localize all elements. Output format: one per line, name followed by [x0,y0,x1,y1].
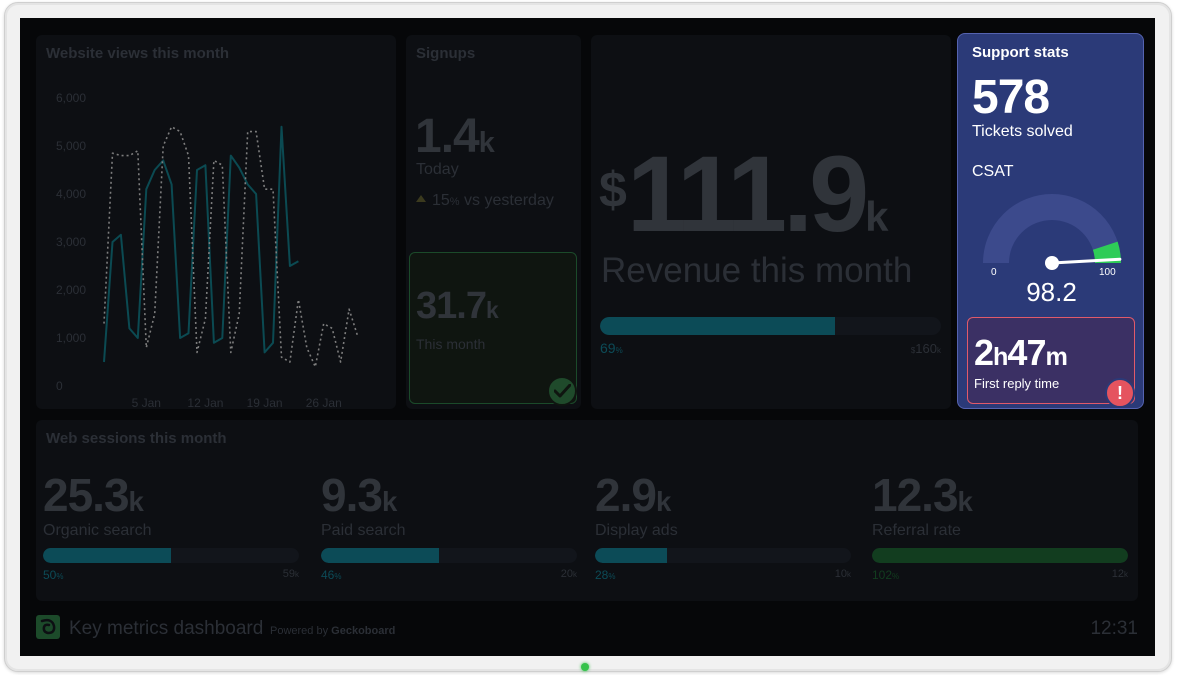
x-tick-label: 12 Jan [187,396,223,409]
csat-gauge-min: 0 [991,267,997,278]
signups-trend: 15% vs yesterday [416,192,554,210]
signups-month-box: 31.7k This month [409,252,577,406]
session-progress-percent: 46% [321,568,342,582]
y-tick-label: 6,000 [56,91,86,105]
y-tick-label: 2,000 [56,283,86,297]
session-progress-percent: 102% [872,568,900,582]
session-progress-percent: 28% [595,568,616,582]
signups-widget: Signups 1.4k Today 15% vs yesterday 31.7… [406,35,581,409]
session-label: Display ads [595,522,678,539]
x-tick-label: 5 Jan [132,396,161,409]
geckoboard-logo-icon [36,615,60,639]
series-line-current [103,125,299,363]
first-reply-time-box: 2h47m First reply time ! [967,317,1135,408]
signups-today-label: Today [416,161,459,178]
signups-today-value: 1.4k [415,110,495,163]
y-tick-label: 0 [56,379,63,393]
revenue-widget: $111.9k Revenue this month 69% $160k [591,35,951,409]
web-sessions-title: Web sessions this month [46,430,227,447]
tickets-solved-value: 578 [972,71,1050,124]
revenue-progress-bar [600,317,941,335]
csat-gauge-max: 100 [1099,267,1116,278]
session-progress-bar [321,548,577,563]
website-views-title: Website views this month [46,45,230,62]
y-tick-label: 5,000 [56,139,86,153]
gauge-needle-hub [1045,256,1059,270]
session-progress-bar [872,548,1128,563]
session-display-ads: 2.9k Display ads 28% 10k [588,420,851,601]
power-led-icon [581,663,589,671]
session-organic-search: 25.3k Organic search 50% 59k [36,420,299,601]
dashboard-title: Key metrics dashboard [69,618,264,639]
powered-by: Powered by Geckoboard [270,625,396,637]
session-progress-goal: 59k [282,568,299,580]
y-tick-label: 3,000 [56,235,86,249]
session-progress-goal: 10k [834,568,851,580]
session-label: Organic search [43,522,152,539]
session-progress-bar [595,548,851,563]
session-progress-bar [43,548,299,563]
session-value: 12.3k [872,469,973,521]
session-value: 9.3k [321,469,397,521]
x-tick-label: 19 Jan [247,396,283,409]
session-progress-goal: 20k [560,568,577,580]
y-tick-label: 1,000 [56,331,86,345]
x-tick-label: 26 Jan [306,396,342,409]
trend-up-icon [416,195,426,203]
revenue-label: Revenue this month [601,251,913,290]
gauge-target-zone [1092,241,1121,264]
csat-value: 98.2 [1026,277,1077,307]
revenue-progress-goal: $160k [910,341,941,356]
tickets-solved-label: Tickets solved [972,123,1073,140]
csat-gauge [983,194,1122,270]
session-label: Paid search [321,522,406,539]
session-progress-fill [872,548,1128,563]
first-reply-time-value: 2h47m [974,332,1068,373]
revenue-value: $111.9k [599,133,889,254]
session-progress-fill [321,548,439,563]
website-views-chart: 6,000 5,000 4,000 3,000 2,000 1,000 0 5 Jan 12 J… [56,91,359,409]
clock: 12:31 [1090,618,1138,639]
dashboard-screen: 6,000 5,000 4,000 3,000 2,000 1,000 0 5 Jan 12 J… [20,18,1155,656]
web-sessions-widget: Web sessions this month 25.3k Organic se… [36,420,1138,601]
session-progress-percent: 50% [43,568,64,582]
signups-month-value: 31.7k [416,285,499,327]
support-stats-widget: Support stats 578 Tickets solved CSAT 0 … [957,33,1144,409]
dashboard-footer: Key metrics dashboard Powered by Geckobo… [20,610,1155,650]
first-reply-time-label: First reply time [974,376,1060,391]
session-progress-fill [43,548,171,563]
alert-icon: ! [1105,378,1135,408]
signups-month-label: This month [416,336,486,352]
signups-title: Signups [416,45,476,62]
session-referral-rate: 12.3k Referral rate 102% 12k [865,420,1128,601]
series-line-previous [103,126,359,368]
revenue-progress-percent: 69% [600,340,623,356]
session-paid-search: 9.3k Paid search 46% 20k [314,420,577,601]
session-value: 25.3k [43,469,144,521]
csat-label: CSAT [972,163,1014,180]
y-tick-label: 4,000 [56,187,86,201]
support-stats-title: Support stats [972,44,1069,61]
session-progress-fill [595,548,667,563]
session-label: Referral rate [872,522,961,539]
check-circle-icon [547,376,577,406]
session-progress-goal: 12k [1111,568,1128,580]
gauge-needle [1050,257,1122,265]
session-value: 2.9k [595,469,671,521]
gauge-track [983,194,1121,264]
revenue-progress-fill [600,317,836,335]
website-views-widget: 6,000 5,000 4,000 3,000 2,000 1,000 0 5 Jan 12 J… [36,35,396,409]
